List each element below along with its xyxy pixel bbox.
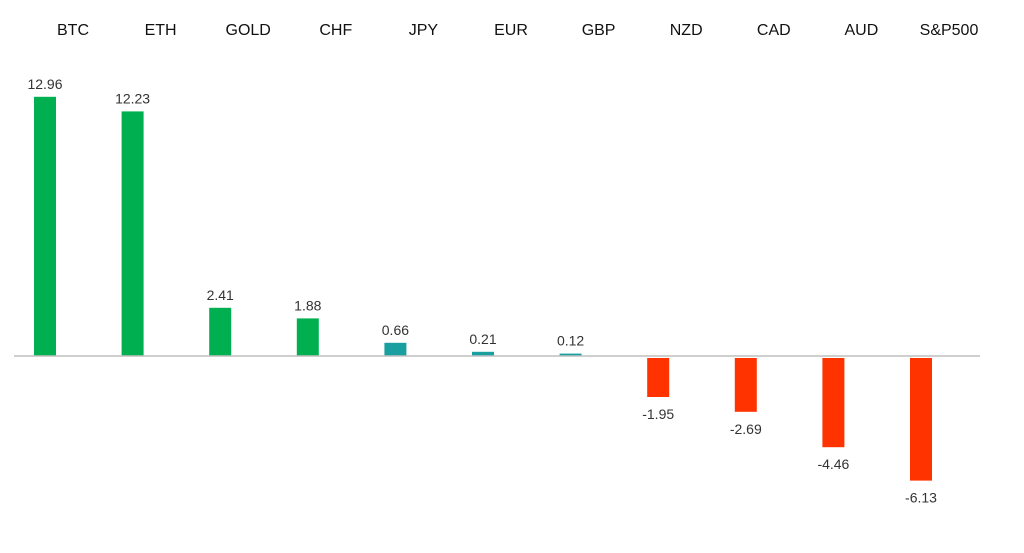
value-label-nzd: -1.95 <box>642 406 674 422</box>
bar-eur <box>472 351 494 356</box>
bar-s-p500 <box>910 358 932 481</box>
value-label-gbp: 0.12 <box>557 333 584 349</box>
category-label-cad: CAD <box>757 22 791 39</box>
bar-jpy <box>384 342 407 356</box>
bar-gbp <box>559 353 582 356</box>
category-label-nzd: NZD <box>670 22 703 39</box>
bar-cad <box>734 358 757 412</box>
value-label-s-p500: -6.13 <box>905 490 937 506</box>
category-label-jpy: JPY <box>409 22 439 39</box>
value-label-cad: -2.69 <box>730 421 762 437</box>
value-label-jpy: 0.66 <box>382 322 409 338</box>
category-label-chf: CHF <box>319 22 352 39</box>
bar-eth <box>121 111 144 357</box>
category-label-eur: EUR <box>494 22 528 39</box>
category-label-s-p500: S&P500 <box>920 22 979 39</box>
category-label-gbp: GBP <box>582 22 616 39</box>
bar-chf <box>296 318 319 356</box>
category-labels: BTC ETH GOLD CHF JPY EUR GBP NZD CAD AUD S&P500 <box>57 22 978 39</box>
value-labels: 12.96 12.23 2.41 1.88 0.66 0.21 0.12 -1.95 -2.69… <box>27 76 937 506</box>
bars <box>34 96 932 481</box>
value-label-eth: 12.23 <box>115 90 150 106</box>
bar-btc <box>34 96 56 357</box>
category-label-gold: GOLD <box>226 22 271 39</box>
value-label-btc: 12.96 <box>27 76 62 92</box>
category-label-btc: BTC <box>57 22 89 39</box>
value-label-eur: 0.21 <box>469 331 496 347</box>
bar-aud <box>822 358 845 448</box>
value-label-aud: -4.46 <box>817 456 849 472</box>
bar-gold <box>209 307 232 356</box>
value-label-gold: 2.41 <box>207 287 234 303</box>
category-label-aud: AUD <box>845 22 879 39</box>
value-label-chf: 1.88 <box>294 297 321 313</box>
bar-nzd <box>647 358 670 397</box>
category-label-eth: ETH <box>145 22 177 39</box>
